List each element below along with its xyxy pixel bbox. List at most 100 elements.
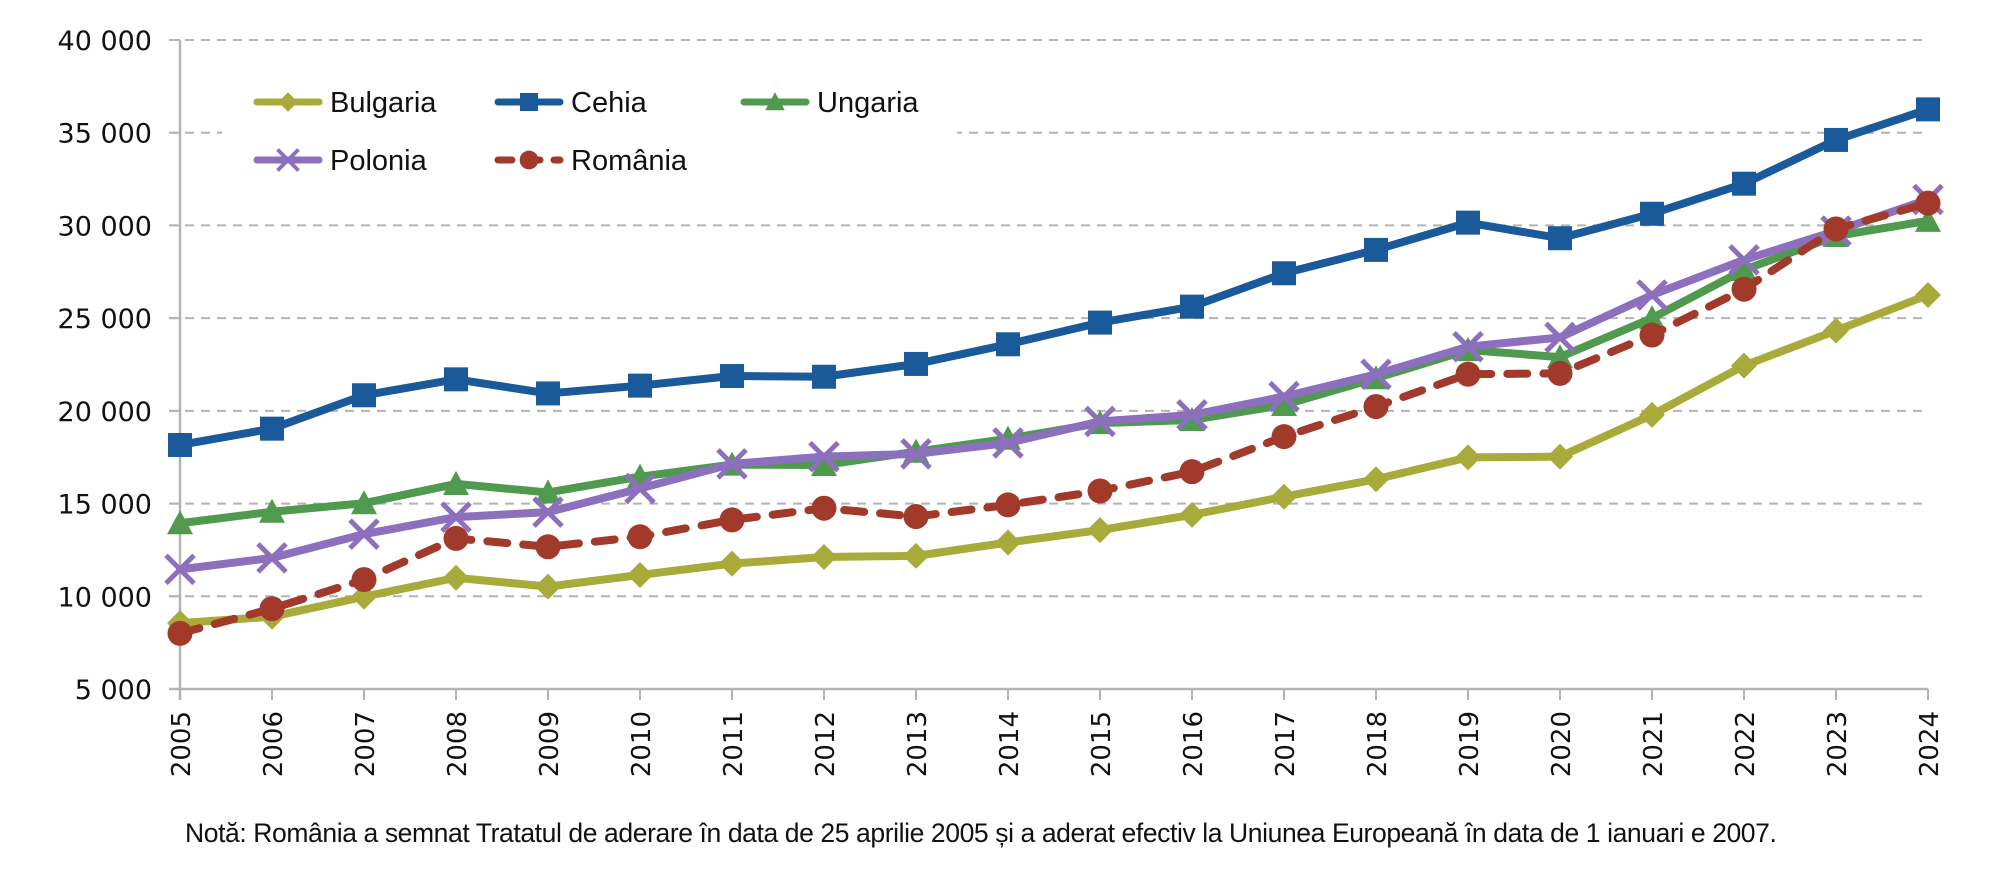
y-axis-ticks: 5 000 10 000 15 000 20 000 25 000 30 000 35 00… — [58, 26, 152, 706]
data-point — [808, 440, 840, 473]
data-point — [1088, 310, 1112, 335]
data-point — [904, 351, 928, 376]
x-tick-label: 2008 — [443, 711, 473, 777]
series-line — [176, 199, 1932, 638]
x-tick-label: 2021 — [1639, 711, 1669, 777]
data-point — [627, 561, 653, 588]
data-point — [256, 542, 288, 574]
data-point — [348, 518, 380, 550]
x-tick-label: 2017 — [1271, 711, 1301, 777]
data-point — [443, 470, 469, 495]
data-point — [1544, 321, 1576, 354]
data-point — [627, 524, 653, 550]
data-point — [1087, 478, 1113, 504]
series-line — [176, 105, 1932, 449]
series-line — [176, 290, 1932, 628]
x-tick-label: 2023 — [1823, 711, 1853, 777]
data-point — [1823, 317, 1849, 344]
data-point — [1915, 190, 1941, 216]
legend-marker — [765, 92, 785, 111]
data-point — [719, 507, 745, 533]
data-point — [535, 573, 561, 600]
data-point — [443, 525, 469, 551]
legend-label: Cehia — [571, 87, 648, 119]
legend-item-cehia: Cehia — [494, 87, 648, 119]
data-point — [351, 490, 377, 515]
data-point — [1176, 399, 1208, 431]
y-tick-label: 40 000 — [58, 26, 152, 57]
legend-item-ungaria: Ungaria — [740, 87, 919, 119]
data-point — [996, 332, 1020, 357]
data-point — [1364, 237, 1388, 262]
y-tick-label: 5 000 — [75, 675, 152, 706]
data-point — [1452, 330, 1484, 363]
series-romnia — [167, 190, 1941, 646]
data-point — [716, 448, 748, 480]
data-point — [1824, 127, 1848, 152]
x-tick-label: 2010 — [627, 711, 657, 777]
data-point — [1731, 276, 1757, 302]
data-point — [1084, 405, 1116, 438]
data-point — [440, 501, 472, 533]
data-point — [535, 534, 561, 560]
data-point — [1363, 394, 1389, 420]
legend-marker — [520, 93, 538, 111]
x-tick-label: 2022 — [1731, 711, 1761, 777]
data-point — [443, 564, 469, 591]
data-point — [351, 567, 377, 593]
x-tick-label: 2009 — [535, 711, 565, 777]
data-point — [1179, 459, 1205, 485]
data-point — [1728, 244, 1760, 276]
data-point — [532, 496, 564, 528]
data-point — [1455, 361, 1481, 387]
data-point — [1915, 207, 1941, 232]
series-cehia — [168, 97, 1940, 457]
data-point — [812, 364, 836, 389]
series-ungaria — [167, 207, 1941, 535]
series-line — [176, 195, 1932, 574]
data-point — [1271, 391, 1297, 416]
data-point — [811, 543, 837, 570]
data-point — [1636, 279, 1668, 311]
data-point — [1916, 97, 1940, 122]
data-point — [168, 432, 192, 457]
data-point — [720, 363, 744, 388]
data-point — [167, 510, 193, 535]
data-point — [352, 383, 376, 408]
x-tick-label: 2013 — [903, 711, 933, 777]
data-point — [1547, 344, 1573, 369]
legend-marker — [278, 92, 298, 112]
chart-note: Notă: România a semnat Tratatul de adera… — [185, 818, 1777, 848]
data-point — [1268, 380, 1300, 413]
data-point — [164, 553, 196, 586]
data-point — [259, 596, 285, 622]
data-point — [1639, 305, 1665, 330]
data-point — [1732, 171, 1756, 196]
x-tick-label: 2005 — [167, 711, 197, 777]
y-tick-label: 25 000 — [58, 304, 152, 335]
data-point — [995, 492, 1021, 518]
x-tick-label: 2020 — [1547, 711, 1577, 777]
legend: Bulgaria Cehia Ungaria Polonia România — [253, 87, 919, 177]
data-point — [992, 427, 1024, 459]
data-point — [1272, 261, 1296, 286]
data-point — [1547, 360, 1573, 386]
data-point — [1180, 294, 1204, 319]
data-point — [1271, 424, 1297, 450]
data-point — [811, 452, 837, 477]
data-point — [624, 472, 656, 505]
data-point — [535, 479, 561, 504]
series-layer — [164, 97, 1944, 646]
legend-label: Polonia — [330, 145, 428, 177]
data-point — [1915, 281, 1941, 308]
data-point — [259, 498, 285, 523]
data-point — [1823, 216, 1849, 242]
data-point — [1179, 501, 1205, 528]
data-point — [903, 504, 929, 530]
legend-label: Ungaria — [817, 87, 919, 119]
series-polonia — [164, 183, 1944, 586]
data-point — [444, 367, 468, 392]
legend-background — [222, 78, 957, 190]
data-point — [995, 529, 1021, 556]
